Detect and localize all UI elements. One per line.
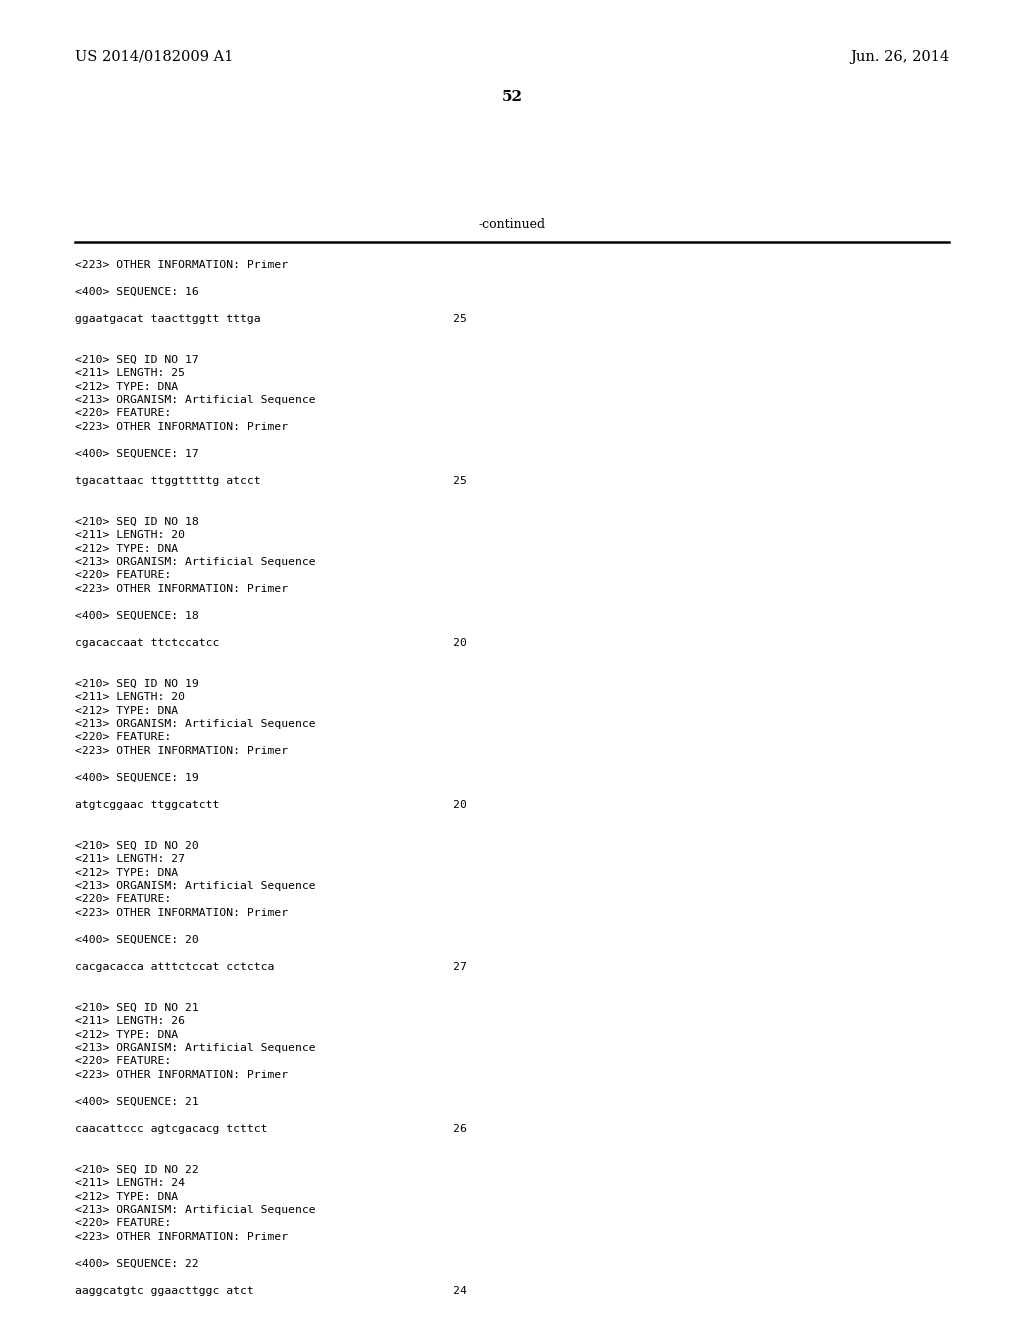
Text: <220> FEATURE:: <220> FEATURE:: [75, 408, 171, 418]
Text: <223> OTHER INFORMATION: Primer: <223> OTHER INFORMATION: Primer: [75, 583, 288, 594]
Text: tgacattaac ttggtttttg atcct                            25: tgacattaac ttggtttttg atcct 25: [75, 477, 467, 486]
Text: <211> LENGTH: 26: <211> LENGTH: 26: [75, 1016, 185, 1026]
Text: <212> TYPE: DNA: <212> TYPE: DNA: [75, 1192, 178, 1201]
Text: US 2014/0182009 A1: US 2014/0182009 A1: [75, 50, 233, 63]
Text: caacattccc agtcgacacg tcttct                           26: caacattccc agtcgacacg tcttct 26: [75, 1125, 467, 1134]
Text: <211> LENGTH: 20: <211> LENGTH: 20: [75, 531, 185, 540]
Text: ggaatgacat taacttggtt tttga                            25: ggaatgacat taacttggtt tttga 25: [75, 314, 467, 323]
Text: <211> LENGTH: 25: <211> LENGTH: 25: [75, 368, 185, 378]
Text: <213> ORGANISM: Artificial Sequence: <213> ORGANISM: Artificial Sequence: [75, 395, 315, 405]
Text: <400> SEQUENCE: 20: <400> SEQUENCE: 20: [75, 935, 199, 945]
Text: 52: 52: [502, 90, 522, 104]
Text: <223> OTHER INFORMATION: Primer: <223> OTHER INFORMATION: Primer: [75, 908, 288, 917]
Text: <400> SEQUENCE: 21: <400> SEQUENCE: 21: [75, 1097, 199, 1107]
Text: <223> OTHER INFORMATION: Primer: <223> OTHER INFORMATION: Primer: [75, 1071, 288, 1080]
Text: <212> TYPE: DNA: <212> TYPE: DNA: [75, 1030, 178, 1040]
Text: Jun. 26, 2014: Jun. 26, 2014: [850, 50, 949, 63]
Text: <400> SEQUENCE: 19: <400> SEQUENCE: 19: [75, 774, 199, 783]
Text: <220> FEATURE:: <220> FEATURE:: [75, 733, 171, 742]
Text: <210> SEQ ID NO 17: <210> SEQ ID NO 17: [75, 355, 199, 364]
Text: <213> ORGANISM: Artificial Sequence: <213> ORGANISM: Artificial Sequence: [75, 1043, 315, 1053]
Text: <223> OTHER INFORMATION: Primer: <223> OTHER INFORMATION: Primer: [75, 260, 288, 271]
Text: <210> SEQ ID NO 20: <210> SEQ ID NO 20: [75, 841, 199, 850]
Text: <211> LENGTH: 24: <211> LENGTH: 24: [75, 1177, 185, 1188]
Text: <211> LENGTH: 20: <211> LENGTH: 20: [75, 692, 185, 702]
Text: <400> SEQUENCE: 17: <400> SEQUENCE: 17: [75, 449, 199, 459]
Text: <213> ORGANISM: Artificial Sequence: <213> ORGANISM: Artificial Sequence: [75, 1205, 315, 1214]
Text: <223> OTHER INFORMATION: Primer: <223> OTHER INFORMATION: Primer: [75, 1232, 288, 1242]
Text: <212> TYPE: DNA: <212> TYPE: DNA: [75, 705, 178, 715]
Text: <210> SEQ ID NO 22: <210> SEQ ID NO 22: [75, 1164, 199, 1175]
Text: -continued: -continued: [478, 218, 546, 231]
Text: <213> ORGANISM: Artificial Sequence: <213> ORGANISM: Artificial Sequence: [75, 719, 315, 729]
Text: <220> FEATURE:: <220> FEATURE:: [75, 1056, 171, 1067]
Text: <400> SEQUENCE: 16: <400> SEQUENCE: 16: [75, 286, 199, 297]
Text: <220> FEATURE:: <220> FEATURE:: [75, 1218, 171, 1229]
Text: <223> OTHER INFORMATION: Primer: <223> OTHER INFORMATION: Primer: [75, 422, 288, 432]
Text: aaggcatgtc ggaacttggc atct                             24: aaggcatgtc ggaacttggc atct 24: [75, 1286, 467, 1296]
Text: atgtcggaac ttggcatctt                                  20: atgtcggaac ttggcatctt 20: [75, 800, 467, 810]
Text: <400> SEQUENCE: 22: <400> SEQUENCE: 22: [75, 1259, 199, 1269]
Text: <220> FEATURE:: <220> FEATURE:: [75, 895, 171, 904]
Text: cacgacacca atttctccat cctctca                          27: cacgacacca atttctccat cctctca 27: [75, 962, 467, 972]
Text: <220> FEATURE:: <220> FEATURE:: [75, 570, 171, 581]
Text: <210> SEQ ID NO 21: <210> SEQ ID NO 21: [75, 1002, 199, 1012]
Text: <400> SEQUENCE: 18: <400> SEQUENCE: 18: [75, 611, 199, 620]
Text: <212> TYPE: DNA: <212> TYPE: DNA: [75, 381, 178, 392]
Text: <212> TYPE: DNA: <212> TYPE: DNA: [75, 867, 178, 878]
Text: cgacaccaat ttctccatcc                                  20: cgacaccaat ttctccatcc 20: [75, 638, 467, 648]
Text: <213> ORGANISM: Artificial Sequence: <213> ORGANISM: Artificial Sequence: [75, 557, 315, 568]
Text: <211> LENGTH: 27: <211> LENGTH: 27: [75, 854, 185, 865]
Text: <212> TYPE: DNA: <212> TYPE: DNA: [75, 544, 178, 553]
Text: <223> OTHER INFORMATION: Primer: <223> OTHER INFORMATION: Primer: [75, 746, 288, 756]
Text: <210> SEQ ID NO 19: <210> SEQ ID NO 19: [75, 678, 199, 689]
Text: <213> ORGANISM: Artificial Sequence: <213> ORGANISM: Artificial Sequence: [75, 880, 315, 891]
Text: <210> SEQ ID NO 18: <210> SEQ ID NO 18: [75, 516, 199, 527]
